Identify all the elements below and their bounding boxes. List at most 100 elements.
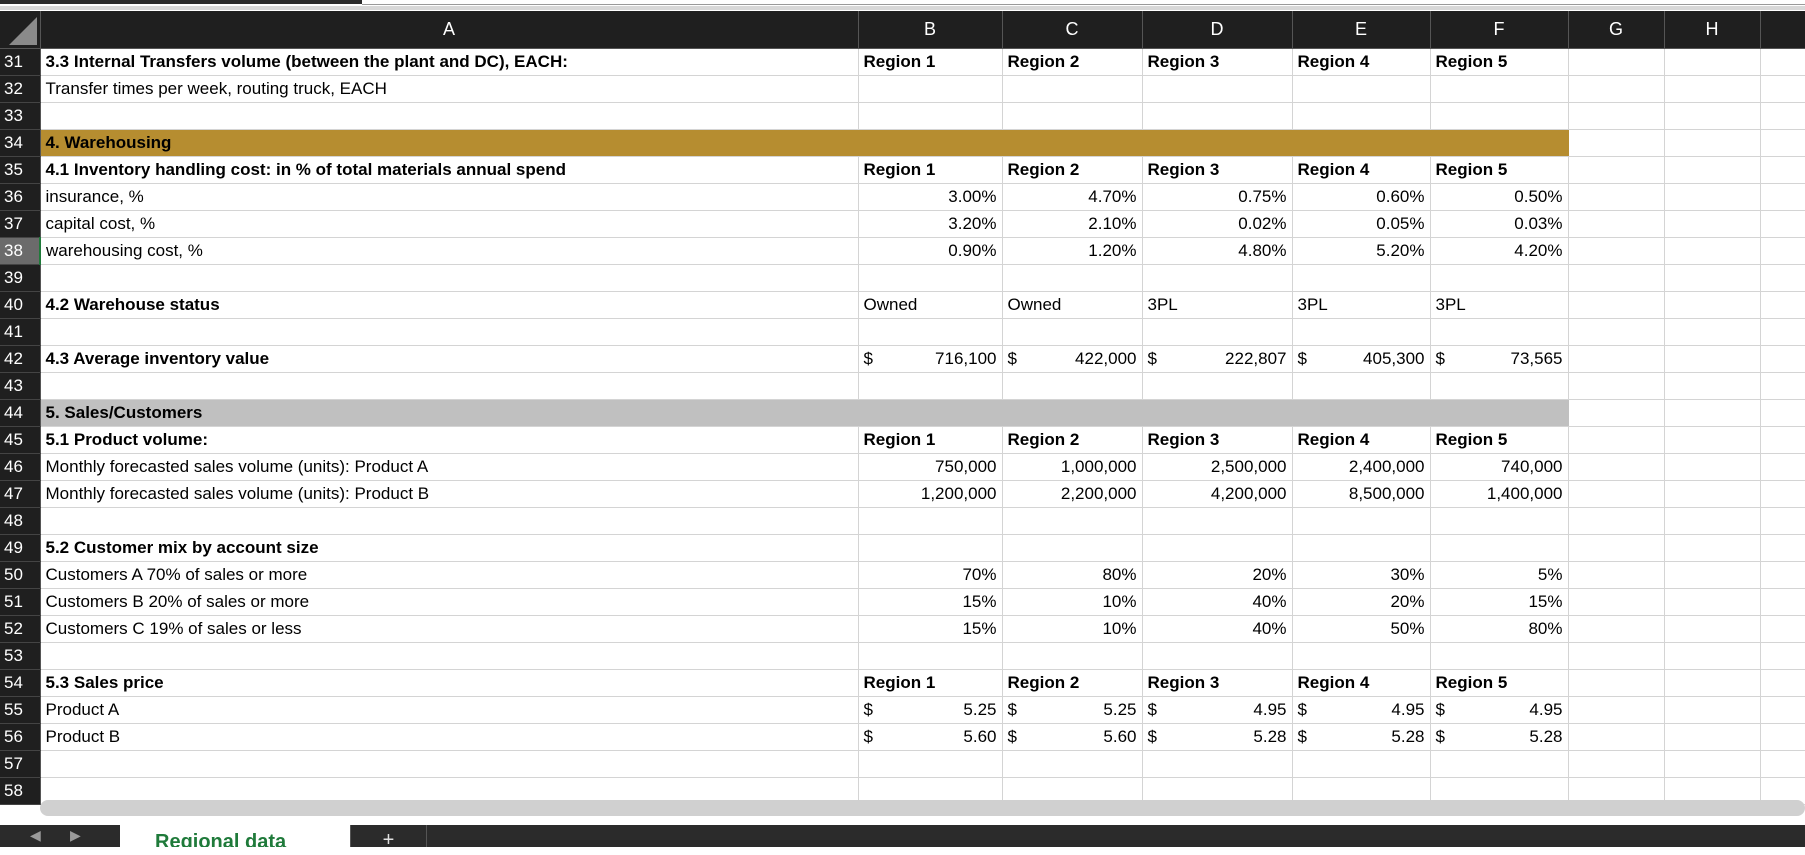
row-header[interactable]: 47	[0, 480, 41, 508]
cell-d[interactable]	[1142, 75, 1293, 103]
row-header[interactable]: 48	[0, 507, 41, 535]
cell-c[interactable]	[1002, 75, 1143, 103]
cell-d[interactable]	[1142, 399, 1293, 427]
cell-b[interactable]: 15%	[858, 588, 1003, 616]
cell-g[interactable]	[1568, 588, 1665, 616]
cell-h[interactable]	[1664, 318, 1761, 346]
cell-b[interactable]: 750,000	[858, 453, 1003, 481]
cell-h[interactable]	[1664, 291, 1761, 319]
cell-f[interactable]: 740,000	[1430, 453, 1569, 481]
cell-i[interactable]	[1760, 426, 1805, 454]
cell-h[interactable]	[1664, 642, 1761, 670]
cell-e[interactable]: 5.20%	[1292, 237, 1431, 265]
cell-e[interactable]: Region 4	[1292, 156, 1431, 184]
cell-c[interactable]	[1002, 318, 1143, 346]
cell-f[interactable]: 1,400,000	[1430, 480, 1569, 508]
cell-d[interactable]: 0.02%	[1142, 210, 1293, 238]
cell-e[interactable]: $5.28	[1292, 723, 1431, 751]
cell-h[interactable]	[1664, 75, 1761, 103]
row-header[interactable]: 58	[0, 777, 41, 805]
cell-g[interactable]	[1568, 777, 1665, 805]
cell-h[interactable]	[1664, 615, 1761, 643]
column-header-h[interactable]: H	[1664, 11, 1761, 49]
cell-c[interactable]	[1002, 129, 1143, 157]
cell-label[interactable]: 5.3 Sales price	[40, 669, 859, 697]
cell-c[interactable]: $5.60	[1002, 723, 1143, 751]
cell-d[interactable]: 4,200,000	[1142, 480, 1293, 508]
cell-f[interactable]: 15%	[1430, 588, 1569, 616]
cell-e[interactable]: Region 4	[1292, 48, 1431, 76]
cell-i[interactable]	[1760, 75, 1805, 103]
cell-h[interactable]	[1664, 750, 1761, 778]
cell-d[interactable]: Region 3	[1142, 48, 1293, 76]
cell-f[interactable]: Region 5	[1430, 669, 1569, 697]
cell-h[interactable]	[1664, 480, 1761, 508]
row-header[interactable]: 35	[0, 156, 41, 184]
row-header[interactable]: 34	[0, 129, 41, 157]
cell-e[interactable]	[1292, 102, 1431, 130]
row-header[interactable]: 32	[0, 75, 41, 103]
row-header[interactable]: 51	[0, 588, 41, 616]
cell-label[interactable]: insurance, %	[40, 183, 859, 211]
cell-b[interactable]	[858, 507, 1003, 535]
cell-e[interactable]	[1292, 75, 1431, 103]
cell-f[interactable]	[1430, 642, 1569, 670]
cell-g[interactable]	[1568, 75, 1665, 103]
column-header-b[interactable]: B	[858, 11, 1003, 49]
cell-h[interactable]	[1664, 777, 1761, 805]
cell-c[interactable]: 10%	[1002, 588, 1143, 616]
cell-f[interactable]: 4.20%	[1430, 237, 1569, 265]
row-header[interactable]: 37	[0, 210, 41, 238]
cell-label[interactable]: Customers B 20% of sales or more	[40, 588, 859, 616]
row-header[interactable]: 36	[0, 183, 41, 211]
column-header-f[interactable]: F	[1430, 11, 1569, 49]
column-header-a[interactable]: A	[40, 11, 859, 49]
cell-b[interactable]: Region 1	[858, 48, 1003, 76]
column-header-e[interactable]: E	[1292, 11, 1431, 49]
cell-e[interactable]: 30%	[1292, 561, 1431, 589]
cell-h[interactable]	[1664, 129, 1761, 157]
cell-i[interactable]	[1760, 534, 1805, 562]
cell-f[interactable]: 3PL	[1430, 291, 1569, 319]
cell-e[interactable]	[1292, 507, 1431, 535]
row-header[interactable]: 39	[0, 264, 41, 292]
cell-i[interactable]	[1760, 588, 1805, 616]
cell-b[interactable]	[858, 642, 1003, 670]
cell-f[interactable]	[1430, 534, 1569, 562]
cell-g[interactable]	[1568, 642, 1665, 670]
cell-g[interactable]	[1568, 129, 1665, 157]
cell-label[interactable]	[40, 318, 859, 346]
cell-e[interactable]: 0.60%	[1292, 183, 1431, 211]
cell-g[interactable]	[1568, 534, 1665, 562]
section-title[interactable]: 4. Warehousing	[40, 129, 859, 157]
cell-d[interactable]	[1142, 777, 1293, 805]
cell-b[interactable]: Region 1	[858, 669, 1003, 697]
cell-e[interactable]: 2,400,000	[1292, 453, 1431, 481]
cell-c[interactable]	[1002, 102, 1143, 130]
cell-d[interactable]	[1142, 750, 1293, 778]
cell-h[interactable]	[1664, 723, 1761, 751]
row-header[interactable]: 49	[0, 534, 41, 562]
cell-b[interactable]	[858, 102, 1003, 130]
cell-c[interactable]: 1,000,000	[1002, 453, 1143, 481]
cell-f[interactable]	[1430, 399, 1569, 427]
cell-b[interactable]: 1,200,000	[858, 480, 1003, 508]
cell-label[interactable]: 5.2 Customer mix by account size	[40, 534, 859, 562]
cell-i[interactable]	[1760, 453, 1805, 481]
cell-h[interactable]	[1664, 183, 1761, 211]
section-title[interactable]: 5. Sales/Customers	[40, 399, 859, 427]
cell-label[interactable]: 5.1 Product volume:	[40, 426, 859, 454]
cell-b[interactable]	[858, 750, 1003, 778]
column-header-d[interactable]: D	[1142, 11, 1293, 49]
cell-i[interactable]	[1760, 48, 1805, 76]
cell-e[interactable]	[1292, 777, 1431, 805]
cell-i[interactable]	[1760, 561, 1805, 589]
column-header-c[interactable]: C	[1002, 11, 1143, 49]
cell-b[interactable]: 70%	[858, 561, 1003, 589]
cell-i[interactable]	[1760, 183, 1805, 211]
cell-b[interactable]	[858, 372, 1003, 400]
row-header[interactable]: 46	[0, 453, 41, 481]
cell-e[interactable]	[1292, 318, 1431, 346]
cell-d[interactable]: 4.80%	[1142, 237, 1293, 265]
cell-i[interactable]	[1760, 615, 1805, 643]
